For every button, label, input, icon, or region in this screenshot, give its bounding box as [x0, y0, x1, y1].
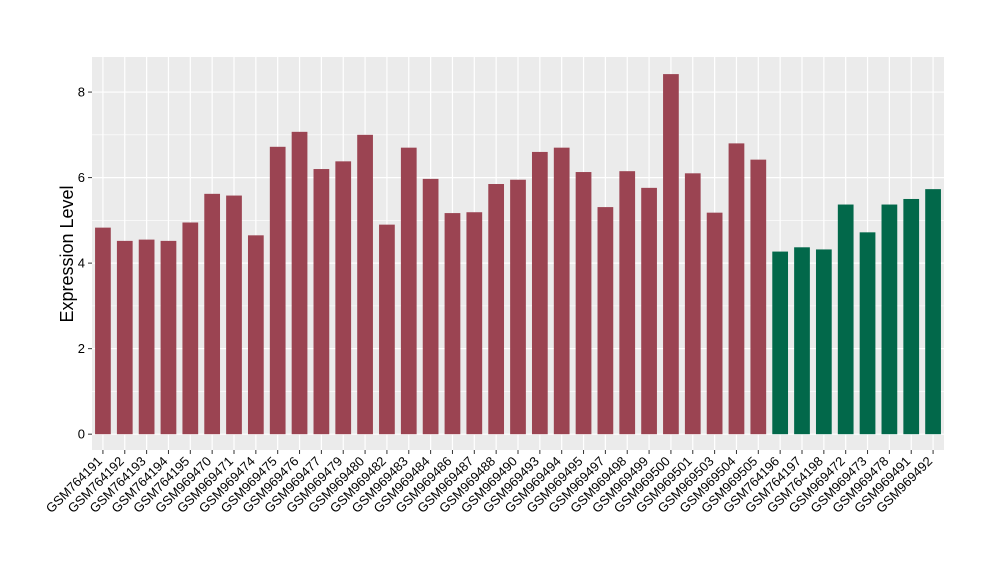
- bar: [488, 184, 505, 435]
- bar: [706, 212, 723, 435]
- bar: [641, 187, 657, 435]
- bar: [750, 159, 767, 435]
- y-axis-title: Expression Level: [57, 185, 77, 322]
- bar: [379, 224, 395, 435]
- bar: [531, 151, 548, 435]
- y-tick-label: 4: [78, 256, 85, 271]
- bar: [247, 235, 264, 435]
- bar: [204, 193, 221, 435]
- bar: [837, 204, 854, 435]
- bar: [663, 74, 679, 435]
- bar: [859, 232, 876, 435]
- y-tick-label: 8: [78, 85, 85, 100]
- bar: [138, 239, 155, 435]
- bar: [597, 207, 614, 435]
- bar: [815, 249, 832, 435]
- bar: [444, 213, 461, 435]
- bar: [313, 169, 330, 435]
- bar: [925, 189, 941, 435]
- bar: [269, 146, 286, 435]
- bar: [575, 172, 592, 435]
- bars: [95, 74, 941, 435]
- bar: [794, 247, 810, 435]
- y-axis: 0 2 4 6 8: [78, 85, 92, 442]
- y-tick-label: 6: [78, 170, 85, 185]
- bar: [116, 240, 133, 435]
- bar: [291, 131, 308, 435]
- bar: [422, 178, 439, 435]
- bar: [619, 171, 636, 435]
- bar: [160, 240, 177, 435]
- bar: [772, 251, 789, 435]
- bar: [510, 179, 526, 435]
- bar: [182, 222, 199, 435]
- bar: [903, 198, 920, 435]
- bar: [335, 161, 352, 435]
- bar: [95, 227, 111, 435]
- bar: [881, 204, 898, 435]
- bar: [728, 143, 745, 435]
- y-tick-label: 2: [78, 341, 85, 356]
- x-axis: GSM764191GSM764192GSM764193GSM764194GSM7…: [43, 450, 935, 516]
- bar: [226, 195, 242, 435]
- y-tick-label: 0: [78, 427, 85, 442]
- bar: [400, 147, 417, 435]
- bar: [466, 212, 483, 435]
- bar: [357, 134, 373, 435]
- bar: [553, 147, 570, 435]
- bar: [684, 173, 701, 435]
